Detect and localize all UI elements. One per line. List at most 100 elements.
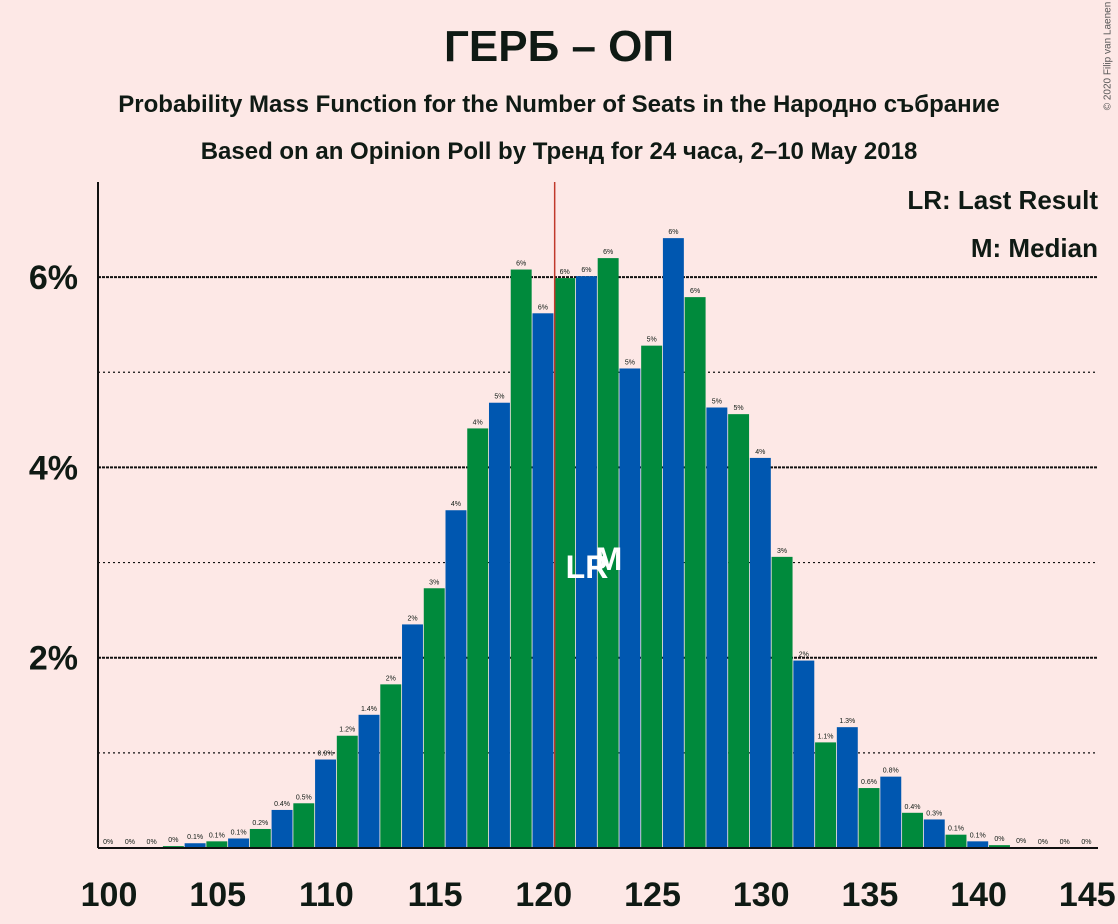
chart-title: ГЕРБ – ОП <box>443 22 675 71</box>
bar <box>728 414 750 848</box>
bar-value-label: 0.4% <box>905 804 921 811</box>
bar-value-label: 0.1% <box>970 832 986 839</box>
bar-value-label: 0.3% <box>926 810 942 817</box>
bar-value-label: 4% <box>755 449 765 456</box>
bar <box>293 803 315 848</box>
chart-subtitle: Probability Mass Function for the Number… <box>118 91 1000 118</box>
x-tick-label: 145 <box>1059 876 1116 914</box>
bar-value-label: 3% <box>777 548 787 555</box>
bar-value-label: 0.1% <box>948 826 964 833</box>
bar-value-label: 5% <box>734 405 744 412</box>
bar <box>467 428 489 848</box>
bar-value-label: 0% <box>994 836 1004 843</box>
bar <box>749 457 771 848</box>
bar <box>510 269 532 848</box>
bar <box>184 843 206 848</box>
bar-value-label: 1.2% <box>339 727 355 734</box>
bar <box>771 556 793 848</box>
bar <box>445 510 467 848</box>
bar <box>532 313 554 849</box>
y-tick-label: 6% <box>29 259 78 297</box>
x-tick-label: 135 <box>842 876 899 914</box>
bar <box>684 297 706 848</box>
bar <box>793 660 815 848</box>
bar-value-label: 0% <box>1081 839 1091 846</box>
bar-value-label: 0% <box>1060 839 1070 846</box>
bar-value-label: 4% <box>473 419 483 426</box>
bar <box>380 684 402 848</box>
bar-value-label: 0.4% <box>274 801 290 808</box>
bar <box>619 368 641 848</box>
bar <box>488 402 510 848</box>
bar-value-label: 0.1% <box>209 832 225 839</box>
x-tick-label: 105 <box>189 876 246 914</box>
bar <box>902 812 923 848</box>
bar <box>315 759 337 848</box>
bar <box>271 809 293 848</box>
bar-value-label: 0% <box>147 839 157 846</box>
bar <box>423 588 445 848</box>
x-tick-label: 110 <box>299 876 354 914</box>
bar-value-label: 6% <box>690 288 700 295</box>
bar <box>989 845 1010 848</box>
bar <box>336 735 358 848</box>
bar-value-label: 0.5% <box>296 794 312 801</box>
bar-value-label: 0% <box>103 839 113 846</box>
bar-value-label: 1.3% <box>839 718 855 725</box>
bar-value-label: 6% <box>560 269 570 276</box>
bar <box>597 258 619 849</box>
bar-value-label: 2% <box>407 615 417 622</box>
bar-value-label: 0.9% <box>318 751 334 758</box>
x-tick-label: 140 <box>950 876 1007 914</box>
bar-value-label: 6% <box>581 267 591 274</box>
bar-value-label: 6% <box>538 304 548 311</box>
bar-value-label: 1.4% <box>361 706 377 713</box>
bar <box>836 727 858 848</box>
x-tick-label: 100 <box>81 876 138 914</box>
x-tick-label: 125 <box>624 876 681 914</box>
bar-value-label: 4% <box>451 501 461 508</box>
x-tick-label: 120 <box>515 876 572 914</box>
bar-value-label: 6% <box>516 261 526 268</box>
bar <box>945 834 967 848</box>
y-tick-label: 4% <box>29 449 78 487</box>
bar <box>923 819 945 848</box>
bar-value-label: 0% <box>1038 839 1048 846</box>
bar-value-label: 6% <box>603 249 613 256</box>
bar-value-label: 3% <box>429 579 439 586</box>
x-tick-label: 115 <box>408 876 463 914</box>
median-marker: M <box>596 541 623 577</box>
chart-subtitle-source: Based on an Opinion Poll by Тренд for 24… <box>200 138 918 165</box>
y-tick-label: 2% <box>29 640 78 678</box>
bar-value-label: 0.1% <box>187 834 203 841</box>
bar-value-label: 0.2% <box>252 820 268 827</box>
bar <box>706 407 728 848</box>
bar-value-label: 5% <box>647 337 657 344</box>
bar-value-label: 2% <box>386 675 396 682</box>
bar <box>662 238 684 849</box>
bar-value-label: 6% <box>668 229 678 236</box>
bar <box>554 278 576 848</box>
bar <box>249 828 271 848</box>
legend-median: M: Median <box>970 233 1098 263</box>
bar <box>641 345 663 848</box>
bar-value-label: 0% <box>1016 838 1026 845</box>
bar-value-label: 0.1% <box>231 829 247 836</box>
bar <box>575 276 597 849</box>
bar-value-label: 0% <box>168 837 178 844</box>
last-result-marker: LR <box>566 549 609 585</box>
bar-value-label: 0.6% <box>861 779 877 786</box>
bar <box>228 838 250 848</box>
bar-value-label: 0.8% <box>883 768 899 775</box>
bar-value-label: 2% <box>799 652 809 659</box>
bar <box>967 841 989 848</box>
bar-value-label: 5% <box>494 394 504 401</box>
bar <box>815 742 837 848</box>
bar <box>358 714 380 848</box>
x-tick-label: 130 <box>733 876 790 914</box>
bar-value-label: 1.1% <box>818 733 834 740</box>
bar <box>880 776 902 848</box>
bar <box>858 788 880 848</box>
legend-last-result: LR: Last Result <box>907 185 1098 215</box>
